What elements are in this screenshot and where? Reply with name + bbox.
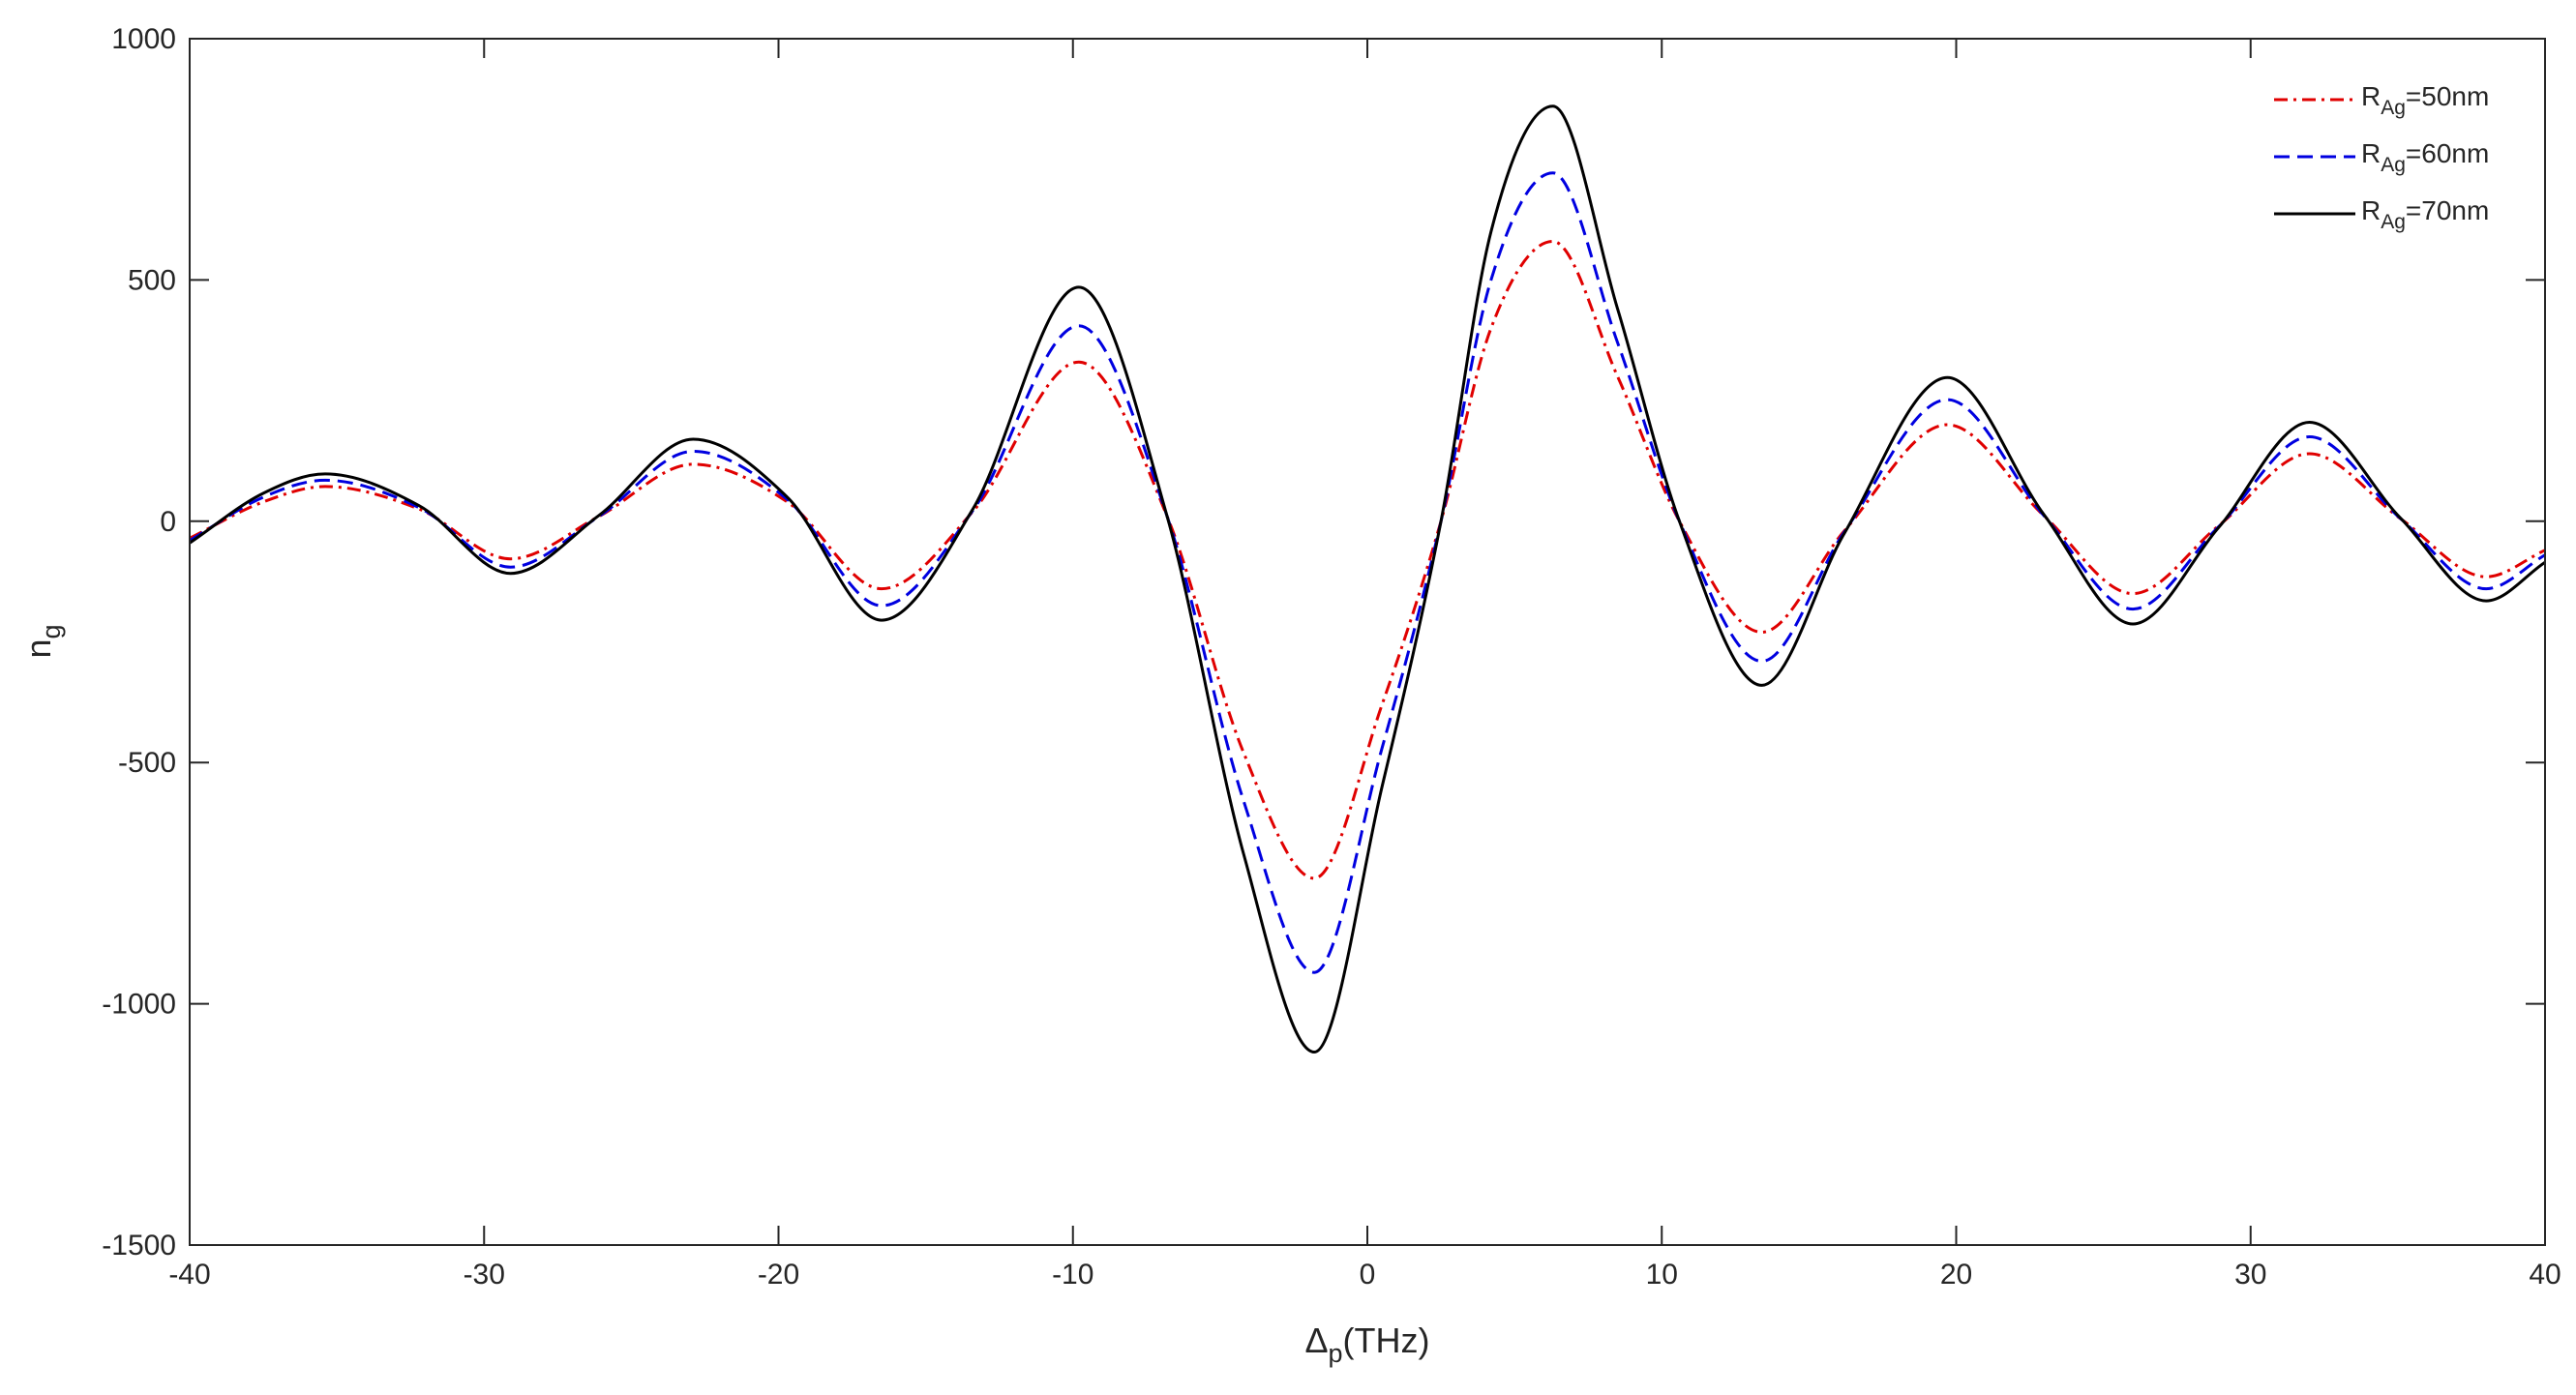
x-tick-label: 40: [2529, 1259, 2561, 1291]
x-tick-label: -30: [464, 1259, 505, 1291]
x-axis-label: Δp(THz): [1304, 1321, 1429, 1368]
legend-entry-60nm: RAg=60nm: [2274, 138, 2489, 176]
x-tick-label: 30: [2234, 1259, 2266, 1291]
legend-label-60nm: RAg=60nm: [2361, 138, 2489, 176]
x-tick-label: 0: [1360, 1259, 1376, 1291]
legend-entry-50nm: RAg=50nm: [2274, 81, 2489, 119]
y-axis: -1500 -1000 -500 0 500 1000: [102, 23, 2545, 1261]
x-tick-label: -20: [758, 1259, 799, 1291]
y-axis-label: ng: [18, 624, 66, 658]
x-tick-label: -10: [1052, 1259, 1093, 1291]
x-axis: -40 -30 -20 -10 0 10 20 30 40: [168, 39, 2561, 1291]
y-tick-label: 0: [160, 506, 176, 538]
y-tick-label: -1000: [102, 989, 176, 1021]
legend-label-50nm: RAg=50nm: [2361, 81, 2489, 119]
legend-label-70nm: RAg=70nm: [2361, 195, 2489, 233]
x-tick-label: -40: [168, 1259, 210, 1291]
x-tick-label: 10: [1646, 1259, 1678, 1291]
y-tick-label: -1500: [102, 1230, 176, 1261]
legend-entry-70nm: RAg=70nm: [2274, 195, 2489, 233]
y-tick-label: 500: [128, 264, 176, 296]
series-layer: [189, 104, 2546, 1054]
y-tick-label: -500: [118, 747, 176, 779]
series-line-60nm: [189, 171, 2546, 974]
series-line-70nm: [189, 104, 2546, 1054]
x-tick-label: 20: [1940, 1259, 1972, 1291]
legend: RAg=50nm RAg=60nm RAg=70nm: [2226, 60, 2533, 253]
plot-area: [190, 39, 2545, 1245]
y-tick-label: 1000: [111, 23, 176, 55]
